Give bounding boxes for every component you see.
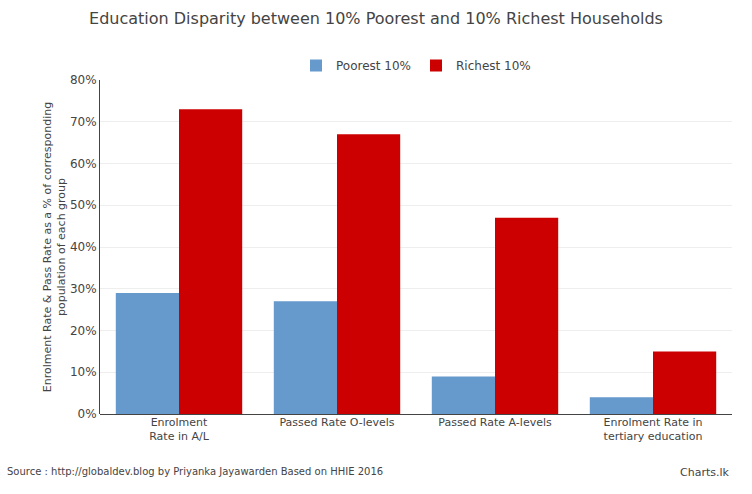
svg-text:10%: 10% (70, 365, 97, 379)
svg-text:50%: 50% (70, 198, 97, 212)
svg-text:Source : http://globaldev.blog: Source : http://globaldev.blog by Priyan… (7, 466, 383, 477)
svg-text:60%: 60% (70, 157, 97, 171)
svg-text:Enrolment Rate & Pass Rate as: Enrolment Rate & Pass Rate as a % of cor… (41, 102, 68, 392)
svg-text:30%: 30% (70, 282, 97, 296)
svg-text:40%: 40% (70, 240, 97, 254)
svg-text:Education Disparity between 10: Education Disparity between 10% Poorest … (89, 9, 663, 28)
svg-text:80%: 80% (70, 73, 97, 87)
svg-text:Passed Rate O-levels: Passed Rate O-levels (279, 416, 394, 429)
svg-text:Charts.lk: Charts.lk (680, 466, 730, 479)
svg-text:Passed Rate A-levels: Passed Rate A-levels (438, 416, 552, 429)
svg-text:Enrolment Rate intertiary educ: Enrolment Rate intertiary education (604, 416, 703, 443)
svg-text:Poorest 10%: Poorest 10% (336, 59, 411, 73)
svg-text:Richest 10%: Richest 10% (456, 59, 531, 73)
svg-text:20%: 20% (70, 324, 97, 338)
svg-text:70%: 70% (70, 115, 97, 129)
svg-text:0%: 0% (78, 407, 97, 421)
svg-text:EnrolmentRate in A/L: EnrolmentRate in A/L (149, 416, 209, 443)
